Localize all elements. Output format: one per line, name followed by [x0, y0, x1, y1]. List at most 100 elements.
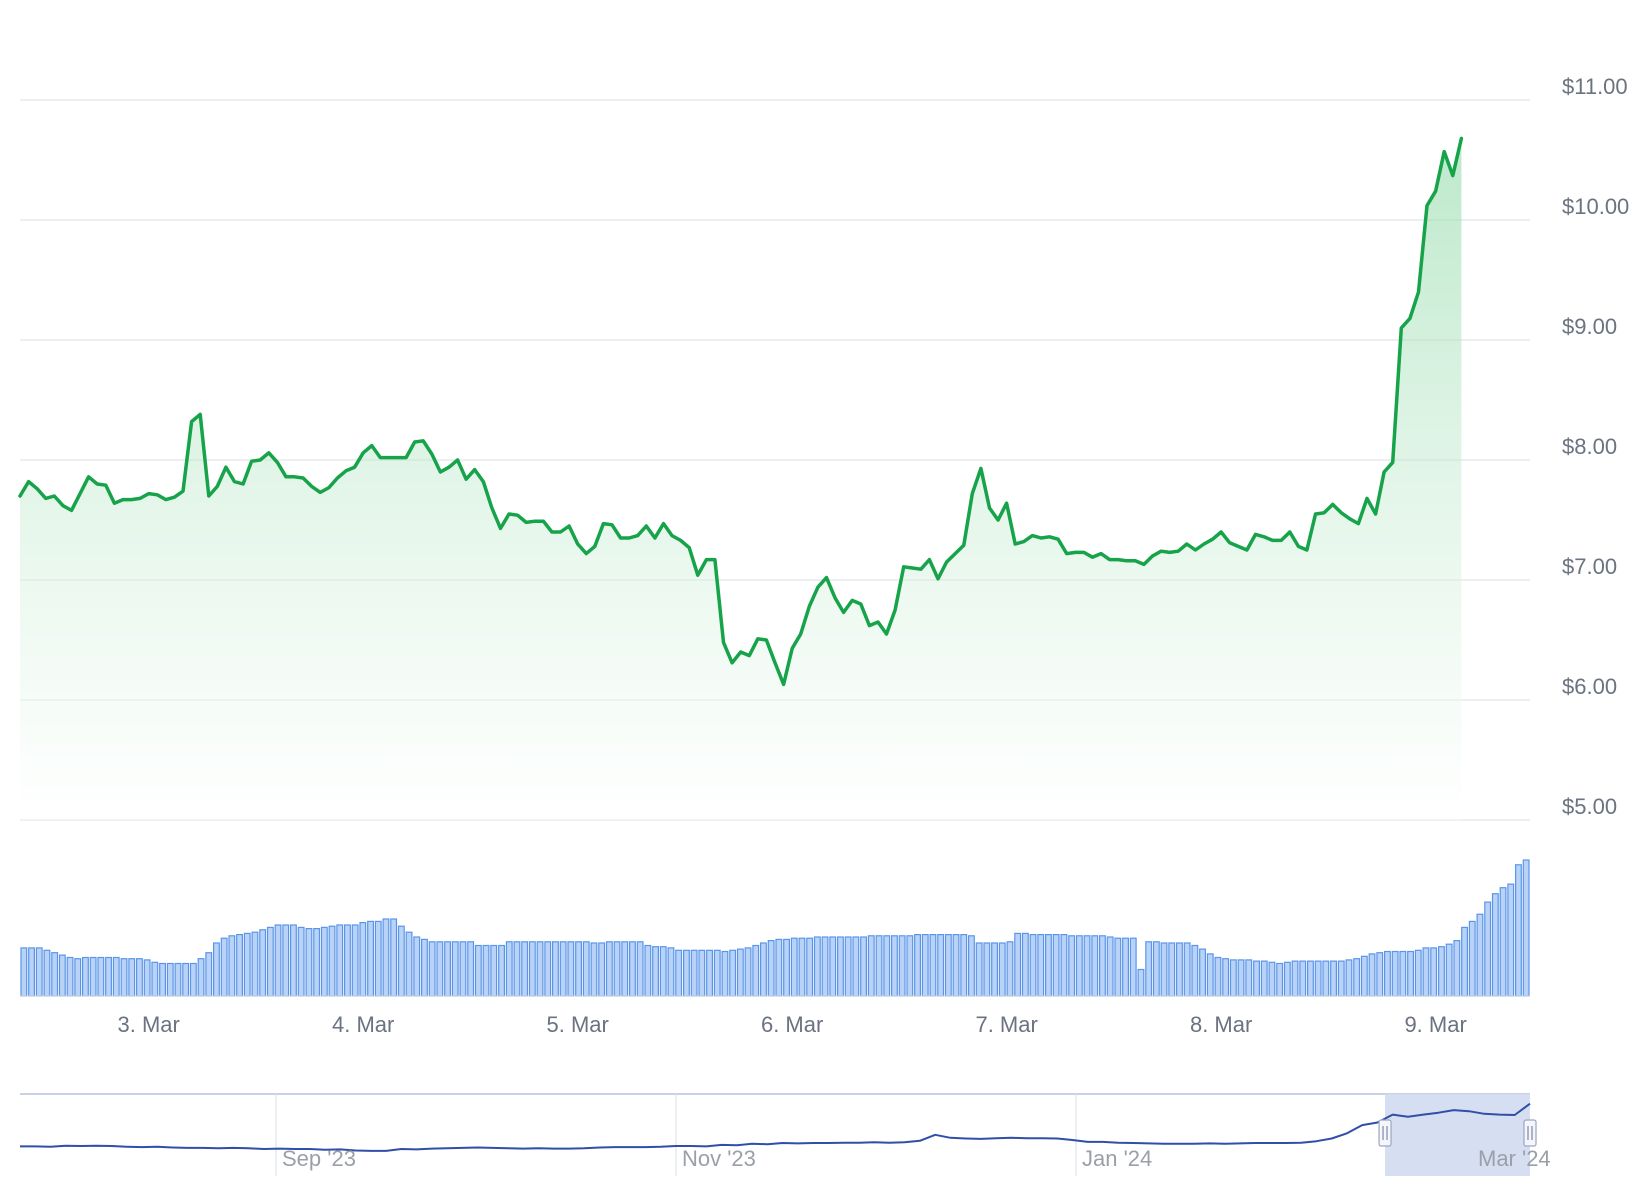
volume-bar	[721, 950, 729, 997]
x-tick-label: 5. Mar	[546, 1012, 608, 1037]
volume-bar	[883, 935, 891, 997]
volume-bar	[759, 942, 767, 997]
volume-bar	[482, 944, 490, 997]
volume-bar	[197, 958, 205, 997]
volume-bar	[1129, 937, 1137, 997]
x-tick-label: 3. Mar	[118, 1012, 180, 1037]
volume-bar	[428, 941, 436, 997]
volume-bar	[166, 962, 174, 997]
volume-bar	[575, 941, 583, 997]
navigator-line	[20, 1102, 1531, 1152]
volume-bar	[120, 958, 128, 997]
navigator-label: Jan '24	[1082, 1146, 1152, 1171]
volume-bar	[582, 941, 590, 997]
volume-bar	[559, 941, 567, 997]
volume-bar	[444, 941, 452, 997]
volume-bar	[405, 931, 413, 997]
volume-bar	[1330, 960, 1337, 997]
volume-bar	[729, 949, 737, 997]
volume-bar	[544, 941, 552, 997]
volume-bar	[436, 941, 444, 997]
volume-bar	[1268, 961, 1276, 997]
volume-bar	[867, 935, 875, 997]
volume-bar	[551, 941, 559, 997]
volume-bar	[1399, 950, 1407, 997]
volume-bar	[1422, 947, 1430, 997]
volume-bar	[290, 924, 297, 997]
handle-body[interactable]	[1378, 1119, 1392, 1147]
volume-bar	[1006, 941, 1014, 997]
volume-bar	[35, 947, 43, 997]
volume-bar	[944, 933, 952, 997]
handle-body[interactable]	[1523, 1119, 1537, 1147]
volume-bar	[1476, 913, 1484, 997]
volume-bar	[89, 956, 97, 997]
volume-bar	[274, 924, 282, 997]
volume-bar	[1191, 944, 1199, 997]
volume-bar	[174, 962, 182, 997]
volume-bar	[351, 924, 359, 997]
volume-bar	[1368, 953, 1376, 997]
volume-bar	[1229, 959, 1237, 997]
volume-bar	[1037, 933, 1045, 997]
price-line[interactable]	[18, 136, 1464, 687]
volume-bar	[1345, 959, 1353, 997]
volume-bar	[1206, 953, 1214, 997]
volume-bar	[1029, 933, 1037, 997]
volume-bar	[1445, 943, 1453, 997]
navigator-label: Nov '23	[682, 1146, 756, 1171]
volume-bar	[359, 921, 367, 997]
volume-bar	[644, 944, 652, 997]
navigator[interactable]: Sep '23 Nov '23 Jan '24 Mar '24	[20, 1093, 1551, 1176]
volume-bar	[474, 944, 482, 997]
volume-bar	[528, 941, 536, 997]
navigator-selection[interactable]	[1385, 1094, 1530, 1176]
y-tick-label: $10.00	[1562, 194, 1629, 219]
volume-bar	[1484, 901, 1492, 997]
volume-bar	[128, 958, 136, 997]
volume-bar	[205, 952, 213, 997]
volume-bar	[598, 942, 606, 997]
volume-bar	[328, 925, 336, 997]
volume-bar	[775, 938, 783, 997]
volume-bar	[1214, 956, 1222, 997]
volume-bar	[1122, 937, 1129, 997]
volume-bar	[490, 944, 498, 997]
volume-bar	[991, 942, 999, 997]
volume-bar	[1091, 935, 1099, 997]
navigator-left-handle[interactable]	[1378, 1119, 1392, 1147]
volume-bar	[1014, 932, 1022, 997]
volume-bar	[821, 936, 829, 997]
volume-bar	[505, 941, 513, 997]
volume-bar	[1360, 955, 1368, 997]
volume-bar	[1114, 937, 1122, 997]
volume-bar	[752, 944, 760, 997]
volume-bar	[282, 924, 290, 997]
x-tick-label: 7. Mar	[975, 1012, 1037, 1037]
volume-bar	[1052, 933, 1060, 997]
volume-bar	[1060, 933, 1068, 997]
volume-bar	[1137, 968, 1145, 997]
x-tick-label: 6. Mar	[761, 1012, 823, 1037]
volume-bar	[1414, 949, 1422, 997]
volume-bar	[998, 942, 1006, 997]
price-line-group[interactable]	[18, 136, 1464, 687]
volume-bar	[1276, 962, 1284, 997]
volume-bar	[713, 949, 721, 997]
volume-bar	[390, 918, 398, 997]
navigator-right-handle[interactable]	[1523, 1119, 1537, 1147]
volume-bar	[590, 942, 598, 997]
volume-bar	[213, 942, 220, 997]
volume-bar	[143, 959, 151, 997]
volume-bar	[228, 935, 236, 997]
volume-bar	[105, 956, 112, 997]
volume-bar	[636, 941, 644, 997]
volume-bar	[43, 949, 51, 997]
volume-bar	[1430, 947, 1438, 997]
volume-bar	[744, 947, 752, 997]
volume-bar	[344, 924, 351, 997]
volume-bar	[521, 941, 529, 997]
price-area	[20, 138, 1462, 820]
volume-bar	[367, 920, 375, 997]
volume-bar	[1199, 948, 1206, 997]
